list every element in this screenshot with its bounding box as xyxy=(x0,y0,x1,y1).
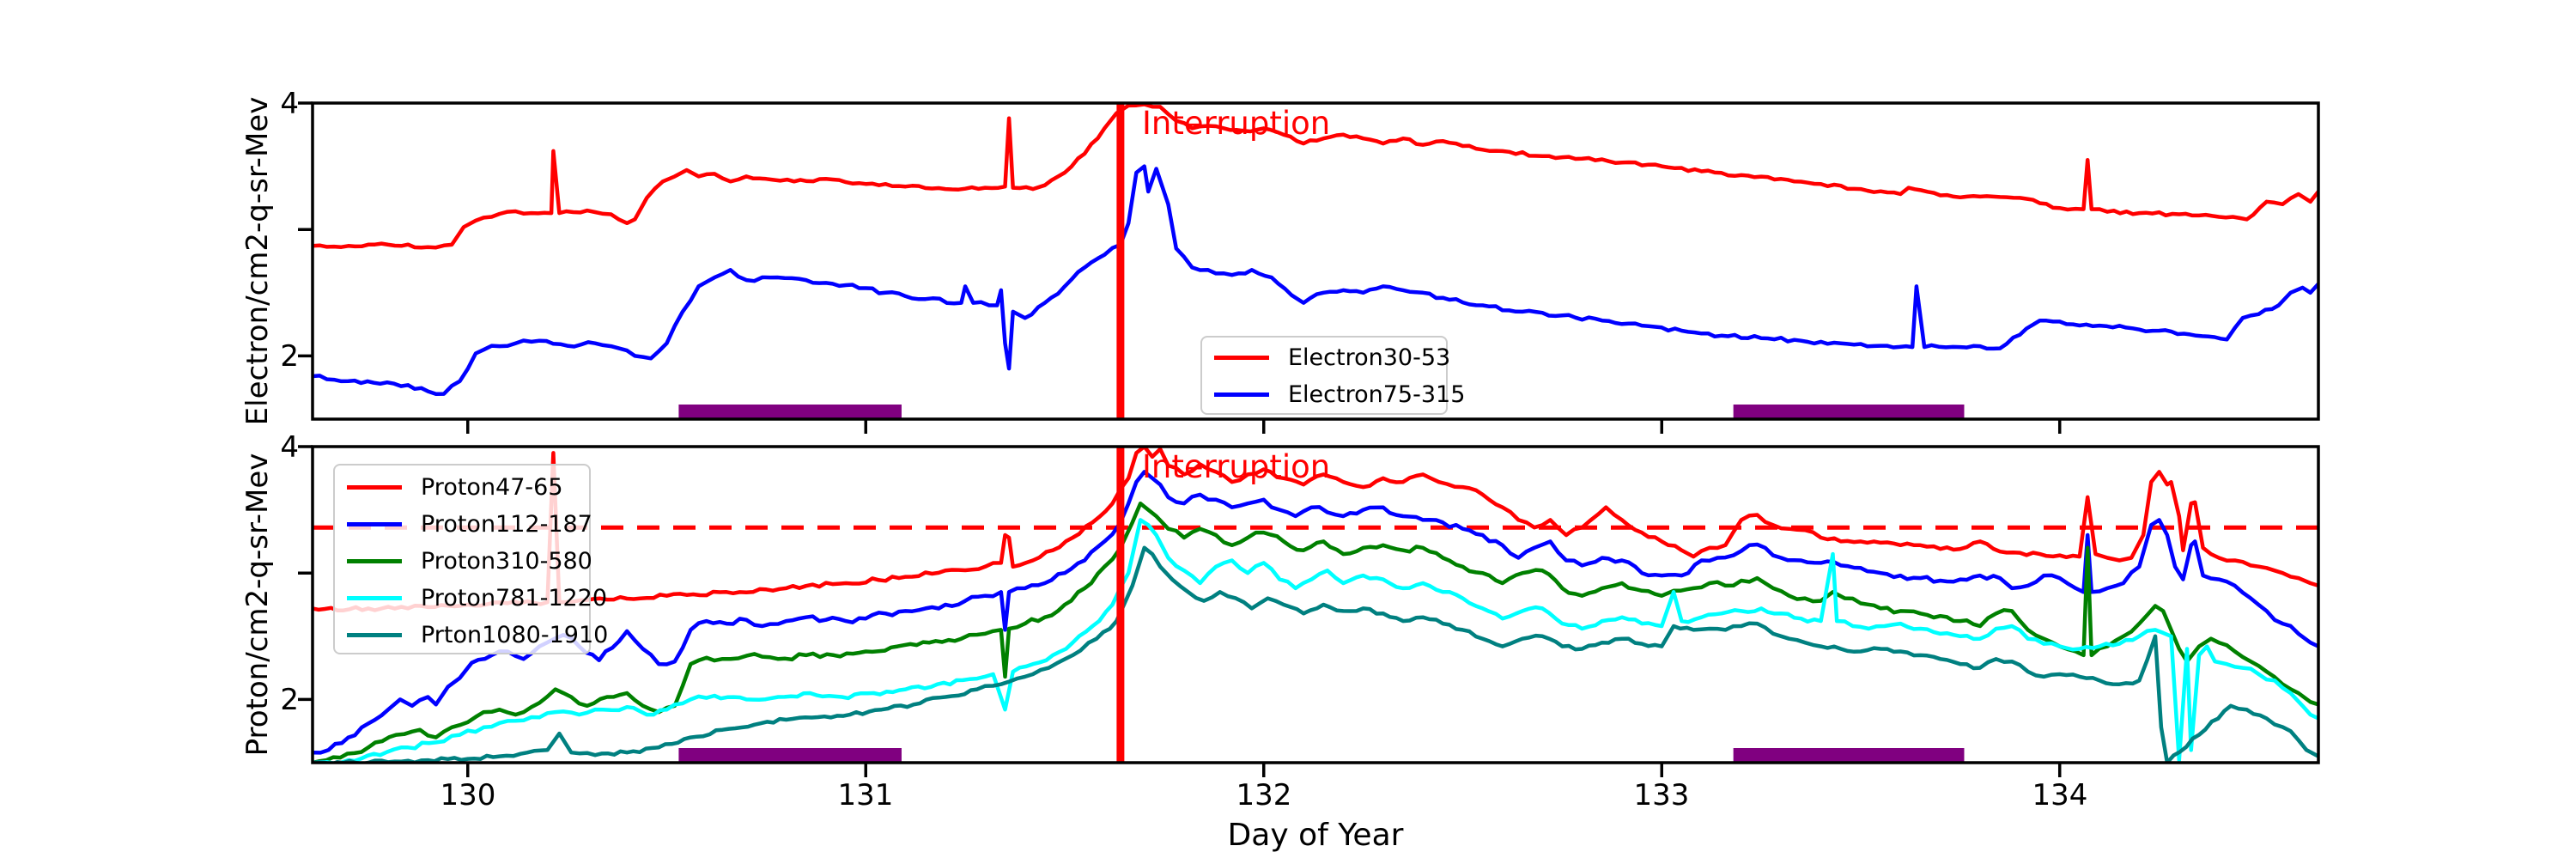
legend-item-proton781-1220: Proton781-1220 xyxy=(347,580,607,617)
interval-bar-top-1 xyxy=(1733,405,1965,418)
legend-label: Electron30-53 xyxy=(1288,344,1451,371)
top-y-axis-label: Electron/cm2-q-sr-Mev xyxy=(240,96,275,426)
proton310-580-swatch xyxy=(347,559,402,563)
prton1080-1910-swatch xyxy=(347,633,402,637)
x-axis-label: Day of Year xyxy=(1227,818,1404,853)
legend-label: Proton47-65 xyxy=(421,474,563,501)
axes-spine-bottom xyxy=(311,445,2320,764)
legend-item-electron75-315: Electron75-315 xyxy=(1214,376,1465,413)
interval-bar-top-0 xyxy=(678,405,902,418)
electron30-53-line xyxy=(313,103,2318,250)
xtick-132: 132 xyxy=(1236,778,1292,812)
electron75-315-swatch xyxy=(1214,392,1269,397)
electron30-53-swatch xyxy=(1214,356,1269,360)
legend-label: Proton781-1220 xyxy=(421,585,608,612)
xtick-133: 133 xyxy=(1633,778,1690,812)
legend-label: Prton1080-1910 xyxy=(421,622,609,648)
panel-bottom xyxy=(313,447,2318,763)
bottom-ytick-4: 4 xyxy=(280,430,299,465)
panel-top xyxy=(313,103,2318,419)
proton112-187-swatch xyxy=(347,522,402,526)
proton112-187-line xyxy=(313,470,2318,755)
proton781-1220-swatch xyxy=(347,596,402,600)
interval-bar-bottom-0 xyxy=(678,748,902,762)
proton310-580-line xyxy=(313,501,2318,763)
legend-label: Proton310-580 xyxy=(421,548,592,575)
bottom-ytick-2: 2 xyxy=(280,683,299,717)
top-ytick-2: 2 xyxy=(280,339,299,374)
interval-bar-bottom-1 xyxy=(1733,748,1965,762)
interruption-annotation-bottom: Interruption xyxy=(1142,448,1331,485)
legend-label: Proton112-187 xyxy=(421,511,592,538)
prton1080-1910-line xyxy=(313,545,2318,763)
legend-item-prton1080-1910: Prton1080-1910 xyxy=(347,617,608,654)
xtick-134: 134 xyxy=(2032,778,2088,812)
axes-spine-top xyxy=(311,101,2320,421)
legend-item-electron30-53: Electron30-53 xyxy=(1214,339,1450,376)
xtick-131: 131 xyxy=(837,778,894,812)
top-ytick-4: 4 xyxy=(280,87,299,121)
legend-electron: Electron30-53 Electron75-315 xyxy=(1200,336,1465,415)
interruption-annotation-top: Interruption xyxy=(1142,105,1331,142)
legend-item-proton310-580: Proton310-580 xyxy=(347,543,592,580)
proton47-65-line xyxy=(313,447,2318,612)
proton781-1220-line xyxy=(313,518,2318,763)
legend-item-proton112-187: Proton112-187 xyxy=(347,506,592,543)
xtick-130: 130 xyxy=(440,778,496,812)
legend-label: Electron75-315 xyxy=(1288,381,1466,408)
legend-item-proton47-65: Proton47-65 xyxy=(347,469,575,506)
proton47-65-swatch xyxy=(347,485,402,490)
legend-proton: Proton47-65 Proton112-187 Proton310-580 … xyxy=(333,464,608,654)
electron75-315-line xyxy=(313,164,2318,397)
